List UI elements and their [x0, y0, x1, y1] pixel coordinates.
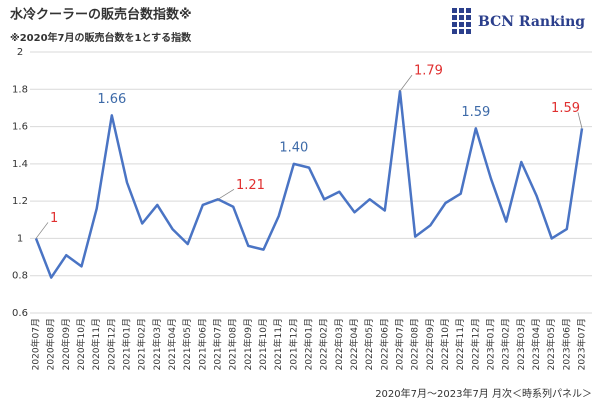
chart-title: 水冷クーラーの販売台数指数※ [10, 7, 192, 23]
x-tick-label: 2023年01月 [485, 318, 497, 370]
x-tick-label: 2023年06月 [560, 318, 572, 370]
x-tick-label: 2022年02月 [318, 318, 330, 370]
line [34, 89, 584, 279]
y-tick-label: 1.8 [12, 84, 28, 95]
x-tick-label: 2021年12月 [287, 318, 299, 370]
x-tick-label: 2020年07月 [30, 318, 42, 370]
data-label: 1.66 [97, 92, 126, 107]
x-tick-label: 2020年12月 [105, 318, 117, 370]
x-tick-label: 2021年02月 [136, 318, 148, 370]
x-tick-label: 2021年03月 [151, 318, 163, 370]
x-tick-label: 2021年05月 [181, 318, 193, 370]
data-label: 1.59 [461, 105, 490, 120]
x-tick-label: 2021年08月 [227, 318, 239, 370]
x-tick-label: 2022年12月 [469, 318, 481, 370]
x-tick-label: 2020年10月 [75, 318, 87, 370]
label-leader [217, 188, 235, 200]
y-tick-label: 1.4 [12, 159, 28, 170]
x-tick-label: 2022年08月 [409, 318, 421, 370]
x-tick-label: 2023年02月 [500, 318, 512, 370]
x-tick-label: 2020年09月 [60, 318, 72, 370]
x-tick-label: 2021年07月 [212, 318, 224, 370]
x-tick-label: 2021年09月 [242, 318, 254, 370]
label-leader [399, 74, 413, 92]
y-tick-label: 1.2 [12, 196, 28, 207]
x-tick-label: 2020年08月 [45, 318, 57, 370]
x-tick-label: 2022年03月 [333, 318, 345, 370]
x-tick-label: 2022年04月 [348, 318, 360, 370]
data-label: 1.21 [236, 178, 265, 193]
logo-icon [452, 8, 471, 34]
y-tick-label: 0.8 [12, 271, 28, 282]
x-tick-label: 2022年01月 [303, 318, 315, 370]
x-tick-label: 2023年03月 [515, 318, 527, 370]
x-tick-label: 2020年11月 [90, 318, 102, 370]
footer: 2020年7月～2023年7月 月次＜時系列パネル＞ [375, 387, 592, 400]
x-tick-label: 2022年09月 [424, 318, 436, 370]
x-tick-label: 2022年07月 [394, 318, 406, 370]
x-tick-label: 2022年11月 [454, 318, 466, 370]
y-tick-label: 0.6 [12, 308, 28, 319]
x-tick-label: 2022年06月 [378, 318, 390, 370]
logo-text: BCN Ranking [478, 14, 585, 30]
x-tick-label: 2023年07月 [576, 318, 588, 370]
x-tick-label: 2023年04月 [530, 318, 542, 370]
data-label: 1.79 [414, 64, 443, 79]
x-tick-label: 2022年05月 [363, 318, 375, 370]
data-label: 1.59 [551, 101, 580, 116]
x-tick-label: 2021年06月 [196, 318, 208, 370]
label-leader [577, 112, 583, 129]
x-tick-label: 2022年10月 [439, 318, 451, 370]
label-leader [35, 222, 49, 239]
data-label: 1 [50, 211, 58, 226]
x-tick-label: 2023年05月 [545, 318, 557, 370]
data-label: 1.40 [279, 140, 308, 155]
chart-subtitle: ※2020年7月の販売台数を1とする指数 [10, 31, 192, 44]
x-tick-label: 2021年11月 [272, 318, 284, 370]
x-tick-label: 2021年04月 [166, 318, 178, 370]
y-tick-label: 1 [17, 233, 23, 244]
y-tick-label: 1.6 [12, 122, 28, 133]
y-tick-label: 2 [17, 47, 23, 58]
x-tick-label: 2021年10月 [257, 318, 269, 370]
x-tick-label: 2021年01月 [121, 318, 133, 370]
